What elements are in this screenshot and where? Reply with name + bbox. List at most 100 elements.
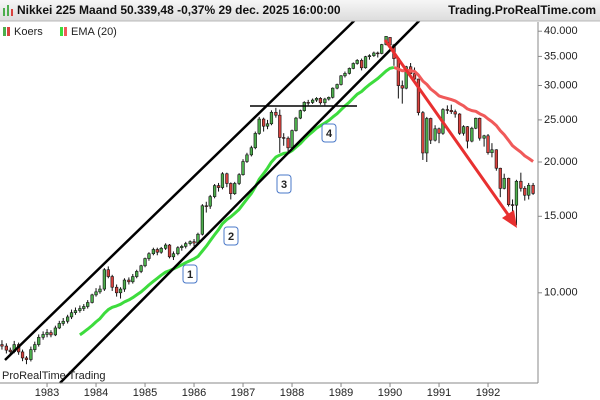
x-tick-label: 1989	[329, 387, 353, 399]
candle-body	[245, 154, 249, 162]
candle-body	[449, 110, 453, 112]
candle-body	[274, 111, 278, 116]
candle-body	[241, 161, 245, 175]
candle-body	[208, 196, 212, 207]
candle-body	[249, 147, 253, 156]
candle-body	[155, 249, 159, 253]
candle-body	[437, 128, 441, 134]
drawings	[4, 19, 517, 384]
candle-body	[4, 345, 8, 351]
candle-body	[200, 205, 204, 235]
candle-body	[323, 98, 327, 104]
candle-body	[147, 253, 151, 259]
candle-body	[359, 60, 364, 69]
candle-body	[433, 128, 437, 141]
candle-body	[33, 344, 37, 350]
candle-body	[404, 66, 408, 89]
candle-body	[498, 167, 502, 189]
candle-body	[425, 118, 429, 154]
annotation-label: 4	[326, 128, 333, 140]
candle-body	[298, 110, 302, 119]
annotation-box	[321, 123, 337, 143]
candle-body	[45, 332, 49, 335]
candle-body	[306, 102, 310, 104]
y-tick-label: 35.000	[544, 50, 578, 62]
candle-body	[122, 279, 127, 290]
candle-body	[220, 173, 225, 188]
candle-body	[421, 112, 425, 154]
candle-body	[470, 127, 474, 142]
plot-area	[0, 36, 535, 365]
candle-body	[0, 344, 4, 347]
candle-body	[416, 78, 421, 113]
legend-icon	[64, 27, 67, 36]
candle-body	[510, 204, 515, 206]
candle-body	[461, 126, 466, 134]
annotation-box	[223, 226, 239, 246]
candle-body	[184, 243, 188, 247]
candle-body	[376, 52, 380, 55]
x-tick-label: 1990	[378, 387, 402, 399]
candle-body	[367, 55, 372, 57]
candle-body	[8, 349, 12, 352]
candle-body	[61, 320, 65, 324]
candle-body	[102, 269, 106, 290]
candle-body	[20, 351, 25, 359]
candle-body	[53, 327, 57, 336]
candle-body	[225, 173, 229, 184]
ema-line	[79, 65, 395, 337]
candle-body	[229, 183, 233, 194]
legend-label: Koers	[14, 26, 43, 38]
x-tick-label: 1988	[280, 387, 304, 399]
candle-body	[502, 177, 506, 189]
candle-body	[216, 185, 221, 188]
candle-body	[519, 180, 523, 189]
candle-body	[233, 183, 237, 194]
source: Trading.ProRealTime.com	[448, 3, 596, 17]
arrow-head	[502, 210, 517, 228]
candle-body	[282, 137, 286, 139]
x-tick-label: 1991	[427, 387, 451, 399]
annotation-label: 2	[228, 231, 234, 243]
candle-body	[73, 310, 78, 313]
candle-body	[265, 123, 270, 127]
annotation-box	[182, 264, 198, 284]
candle-body	[192, 241, 196, 244]
candle-body	[98, 288, 102, 293]
candle-body	[335, 84, 339, 89]
candle-body	[180, 246, 184, 248]
candle-body	[261, 118, 266, 127]
candle-body	[269, 111, 274, 125]
candle-body	[65, 316, 70, 322]
ema-line	[393, 65, 534, 163]
candle-body	[339, 75, 343, 85]
y-tick-label: 30.000	[544, 79, 578, 91]
candle-body	[159, 247, 163, 253]
candle-body	[94, 291, 98, 296]
candle-body	[490, 149, 494, 154]
candle-body	[343, 73, 347, 77]
candle-body	[204, 205, 208, 207]
candle-body	[445, 109, 449, 111]
y-tick-label: 40.000	[544, 25, 578, 37]
candle-body	[486, 135, 490, 154]
candle-body	[400, 85, 404, 89]
candle-body	[453, 111, 457, 115]
candle-body	[41, 334, 45, 338]
candle-body	[478, 117, 482, 139]
candle-body	[114, 286, 119, 294]
candle-body	[294, 117, 298, 131]
candle-body	[290, 130, 294, 149]
candle-body	[135, 271, 139, 277]
candle-body	[163, 244, 168, 249]
legend-label: EMA (20)	[71, 26, 117, 38]
candle-body	[49, 332, 53, 336]
candle-body	[286, 137, 290, 149]
x-tick-label: 1984	[84, 387, 108, 399]
chart-title: Nikkei 225 Maand 50.339,48 -0,37% 29 dec…	[17, 3, 341, 17]
candle-body	[29, 349, 33, 360]
x-tick-label: 1985	[133, 387, 157, 399]
candle-body	[457, 113, 462, 134]
